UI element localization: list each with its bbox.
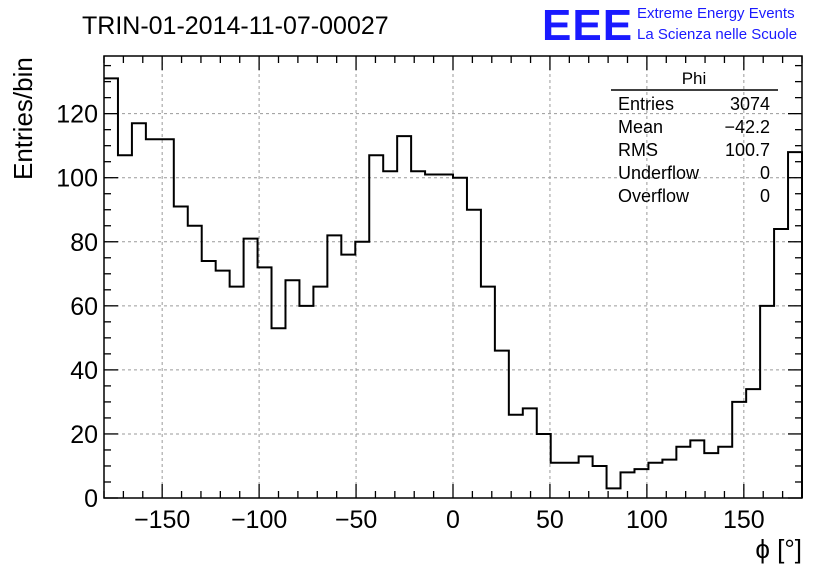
histogram-bin <box>104 78 118 498</box>
histogram-bin <box>523 408 537 498</box>
histogram-bin <box>244 239 258 498</box>
grid-lines <box>104 56 802 498</box>
y-tick-label: 100 <box>56 165 98 193</box>
stats-value: 0 <box>760 163 770 183</box>
y-tick-label: 40 <box>70 357 98 385</box>
histogram-bin <box>593 466 607 498</box>
x-tick-label: 100 <box>626 506 668 534</box>
histogram-bin <box>732 402 746 498</box>
histogram-bin <box>258 267 272 498</box>
stats-label: Mean <box>618 117 663 137</box>
x-tick-label: 150 <box>723 506 765 534</box>
y-tick-label: 60 <box>70 293 98 321</box>
histogram-bin <box>746 389 760 498</box>
x-tick-label: 50 <box>536 506 564 534</box>
stats-title: Phi <box>682 69 707 88</box>
histogram-bin <box>425 175 439 498</box>
histogram-bin <box>132 123 146 498</box>
histogram-bars <box>104 77 803 498</box>
histogram-bin <box>327 235 341 498</box>
histogram-bin <box>439 175 453 498</box>
histogram-bin <box>495 351 509 498</box>
histogram-bin <box>369 155 383 498</box>
histogram-bin <box>551 463 565 498</box>
stats-value: 0 <box>760 186 770 206</box>
histogram-bin <box>676 447 690 498</box>
histogram-bin <box>230 287 244 498</box>
histogram-bin <box>397 136 411 498</box>
stats-value: −42.2 <box>724 117 770 137</box>
histogram-bin <box>579 456 593 498</box>
histogram-bin <box>467 210 481 498</box>
stats-label: Overflow <box>618 186 690 206</box>
histogram-bin <box>160 139 174 498</box>
histogram-bin <box>648 463 662 498</box>
stats-label: Underflow <box>618 163 700 183</box>
histogram-bin <box>355 242 369 498</box>
histogram-bin <box>383 171 397 498</box>
histogram-bin <box>118 155 132 498</box>
histogram-bin <box>313 287 327 498</box>
y-tick-label: 80 <box>70 229 98 257</box>
x-tick-label: 0 <box>446 506 460 534</box>
histogram-outline <box>104 77 803 498</box>
histogram-bin <box>481 287 495 498</box>
histogram-bin <box>216 271 230 498</box>
axis-ticks: −150 −100 −50 0 50 100 150 0 20 40 60 80 100 120 <box>56 56 803 534</box>
y-tick-label: 0 <box>84 485 98 513</box>
histogram-bin <box>704 453 718 498</box>
histogram-bin <box>565 463 579 498</box>
histogram-bin <box>509 415 523 498</box>
y-tick-label: 120 <box>56 101 98 129</box>
histogram-bin <box>718 447 732 498</box>
histogram-bin <box>299 306 313 498</box>
histogram-bin <box>272 328 286 498</box>
histogram-bin <box>341 255 355 498</box>
histogram-bin <box>146 139 160 498</box>
histogram-bin <box>760 306 774 498</box>
stats-value: 100.7 <box>725 140 770 160</box>
logo-line1: Extreme Energy Events <box>637 5 795 22</box>
histogram-bin <box>537 434 551 498</box>
x-tick-label: −100 <box>231 506 287 534</box>
histogram-bin <box>788 152 802 498</box>
histogram-bin <box>174 207 188 498</box>
histogram-bin <box>285 280 299 498</box>
x-tick-label: −150 <box>134 506 190 534</box>
histogram-bin <box>453 178 467 498</box>
histogram-bin <box>690 440 704 498</box>
logo-line2: La Scienza nelle Scuole <box>637 26 797 43</box>
logo-mark: EEE <box>542 1 633 50</box>
stats-label: Entries <box>618 94 674 114</box>
histogram-bin <box>188 226 202 498</box>
x-axis-label: ϕ [°] <box>755 534 802 564</box>
histogram-bin <box>774 229 788 498</box>
x-tick-label: −50 <box>335 506 377 534</box>
stats-value: 3074 <box>730 94 770 114</box>
histogram-bin <box>662 460 676 498</box>
chart-title: TRIN-01-2014-11-07-00027 <box>82 12 389 40</box>
histogram-bin <box>411 171 425 498</box>
y-axis-label: Entries/bin <box>8 57 38 180</box>
histogram-bin <box>202 261 216 498</box>
stats-label: RMS <box>618 140 658 160</box>
y-tick-label: 20 <box>70 421 98 449</box>
stats-box: Phi Entries 3074 Mean −42.2 RMS 100.7 Underflo… <box>611 69 778 206</box>
